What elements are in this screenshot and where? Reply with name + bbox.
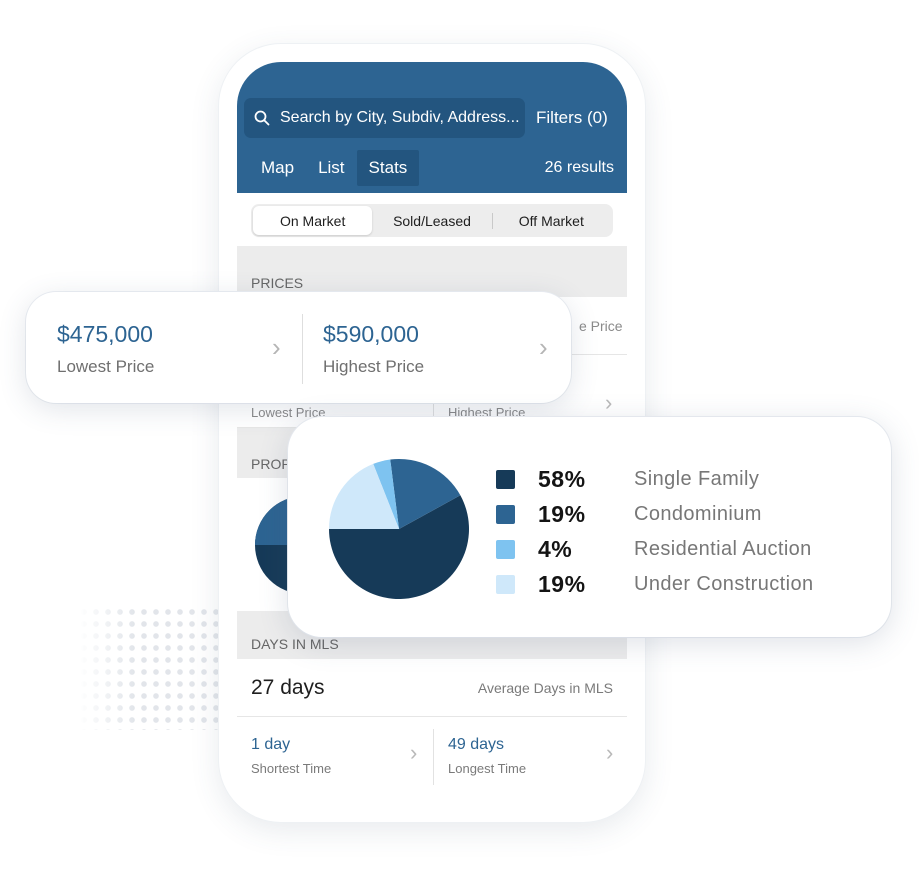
app-header: Search by City, Subdiv, Address... Filte… [237, 62, 627, 193]
price-range-card: $475,000 Lowest Price › $590,000 Highest… [26, 292, 571, 403]
legend-swatch [496, 574, 515, 594]
legend-item-residential-auction: 4% Residential Auction [496, 535, 811, 563]
price-card-divider [302, 314, 303, 384]
shortest-time-label: Shortest Time [251, 761, 332, 776]
legend-item-single-family: 58% Single Family [496, 465, 759, 493]
view-tabs: Map List Stats [237, 150, 420, 186]
average-days-label: Average Days in MLS [477, 680, 613, 696]
legend-swatch [496, 469, 515, 489]
property-types-pie-chart [329, 458, 469, 600]
legend-percent: 19% [538, 500, 586, 527]
price-peek-label: e Price [579, 318, 623, 334]
legend-label: Under Construction [634, 572, 814, 595]
chevron-right-icon[interactable]: › [272, 332, 281, 362]
legend-percent: 4% [538, 535, 573, 562]
tab-list[interactable]: List [318, 158, 345, 177]
results-count: 26 results [544, 159, 614, 176]
search-input[interactable]: Search by City, Subdiv, Address... [244, 98, 525, 138]
search-placeholder: Search by City, Subdiv, Address... [280, 109, 520, 126]
legend-label: Single Family [634, 467, 760, 490]
lowest-price-label: Lowest Price [57, 357, 155, 376]
highest-price-value: $590,000 [323, 321, 419, 347]
legend-label: Residential Auction [634, 537, 812, 560]
longest-time-value: 49 days [448, 736, 505, 753]
shortest-time-value: 1 day [251, 736, 291, 753]
highest-price-peek: Highest Price [448, 405, 526, 420]
legend-item-condominium: 19% Condominium [496, 500, 761, 528]
lowest-price-value: $475,000 [57, 321, 153, 347]
lowest-price-peek: Lowest Price [251, 405, 326, 420]
chevron-right-icon[interactable]: › [410, 740, 418, 765]
tab-stats[interactable]: Stats [356, 150, 420, 186]
chevron-right-icon[interactable]: › [606, 740, 614, 765]
prices-section-heading: PRICES [237, 246, 627, 297]
pie-slice-condominium [390, 458, 461, 529]
filters-button[interactable]: Filters (0) [536, 108, 608, 127]
legend-swatch [496, 504, 515, 524]
legend-percent: 58% [538, 465, 586, 492]
segment-on-market[interactable]: On Market [253, 206, 373, 235]
legend-item-under-construction: 19% Under Construction [496, 570, 813, 598]
pie-slice-residential-auction [373, 459, 399, 529]
legend-swatch [496, 539, 515, 559]
segment-off-market[interactable]: Off Market [491, 206, 611, 235]
legend-percent: 19% [538, 570, 586, 597]
average-days-row: 27 days Average Days in MLS [237, 659, 627, 717]
tab-map[interactable]: Map [261, 158, 295, 177]
search-icon [244, 110, 280, 126]
chevron-right-icon[interactable]: › [605, 390, 613, 415]
dot-pattern-decoration [78, 606, 238, 730]
pie-slice-under-construction [329, 463, 399, 529]
property-types-card: 58% Single Family 19% Condominium 4% Res… [288, 417, 891, 637]
pie-slice-single-family [329, 495, 469, 600]
property-heading-peek: PROP [251, 456, 291, 472]
prices-heading-label: PRICES [251, 275, 304, 291]
legend-label: Condominium [634, 502, 762, 525]
market-status-segmented-control: On Market Sold/Leased Off Market [251, 204, 613, 237]
days-range-row: 1 day Shortest Time › 49 days Longest Ti… [237, 717, 627, 797]
highest-price-label: Highest Price [323, 357, 425, 376]
days-row-divider [433, 729, 434, 785]
chevron-right-icon[interactable]: › [539, 332, 548, 362]
segment-sold-leased[interactable]: Sold/Leased [393, 212, 471, 229]
days-heading-label: DAYS IN MLS [251, 636, 339, 652]
average-days-value: 27 days [251, 676, 325, 699]
longest-time-label: Longest Time [448, 761, 527, 776]
